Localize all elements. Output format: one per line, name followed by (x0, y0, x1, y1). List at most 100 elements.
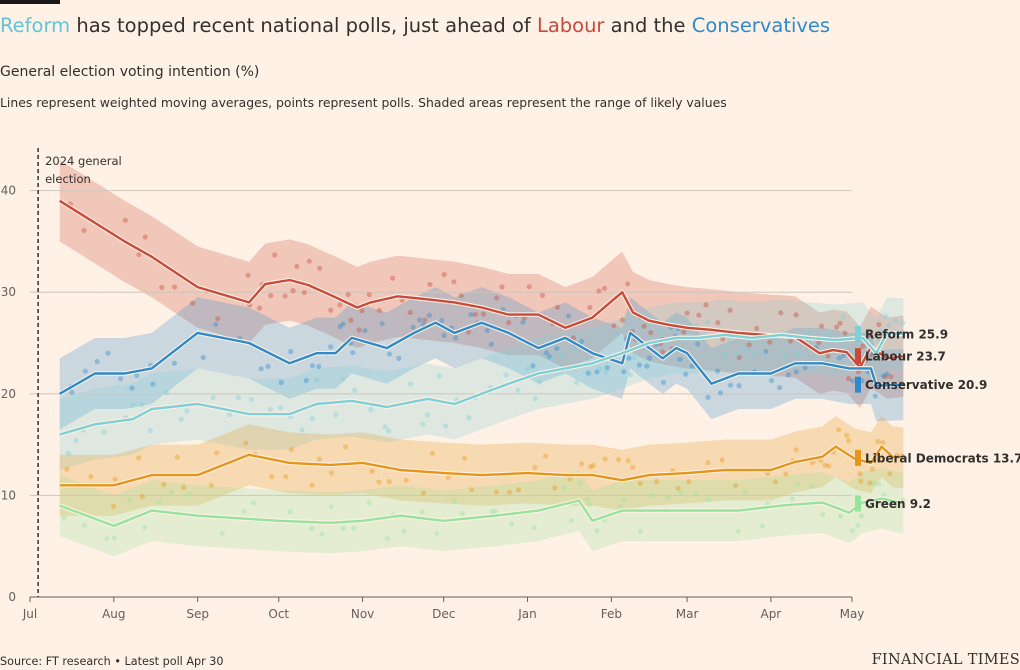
poll-point (278, 405, 284, 411)
poll-point (820, 512, 826, 518)
poll-point (794, 350, 800, 356)
poll-point (441, 271, 447, 278)
y-tick-label: 40 (1, 184, 16, 198)
poll-point (684, 310, 690, 316)
poll-point (439, 317, 445, 324)
poll-point (187, 491, 193, 497)
poll-point (880, 439, 886, 446)
poll-point (508, 521, 515, 527)
poll-point (559, 353, 565, 359)
poll-point (653, 478, 660, 485)
title-part-2: Labour (536, 14, 605, 37)
poll-point (256, 305, 263, 311)
poll-point (826, 463, 832, 469)
poll-point (704, 319, 710, 326)
poll-point (837, 513, 843, 519)
poll-point (299, 427, 305, 433)
poll-point (705, 459, 711, 466)
poll-point (872, 393, 878, 399)
axes: 0 10 20 30 40 Jul Aug Sep Oct Nov Dec Jan Feb Mar Apr M… (1, 148, 864, 621)
poll-point (842, 330, 848, 336)
poll-point (328, 504, 334, 510)
poll-point (316, 456, 322, 462)
election-annotation: election (45, 172, 91, 186)
poll-point (532, 464, 538, 471)
poll-point (282, 293, 288, 299)
poll-point (366, 291, 372, 298)
poll-point (615, 457, 622, 463)
poll-point (136, 455, 142, 461)
poll-point (594, 369, 600, 375)
source-note: Source: FT research • Latest poll Apr 30 (0, 655, 224, 668)
poll-point (785, 372, 791, 378)
poll-point (763, 348, 769, 355)
poll-point (401, 528, 407, 534)
poll-point (303, 377, 309, 384)
election-annotation: 2024 general (45, 154, 122, 168)
ft-logo: FINANCIAL TIMES (871, 652, 1020, 668)
poll-point (875, 456, 882, 462)
poll-point (530, 363, 536, 369)
poll-point (184, 408, 190, 414)
poll-point (319, 531, 325, 537)
poll-point (241, 508, 247, 514)
poll-point (568, 518, 574, 524)
poll-point (359, 308, 365, 314)
poll-point (681, 329, 687, 335)
legend-label-labour: Labour 23.7 (865, 350, 946, 364)
poll-point (94, 358, 100, 365)
poll-point (625, 458, 631, 464)
line-liberal-democrats (59, 445, 904, 487)
poll-point (515, 387, 521, 393)
poll-point (584, 496, 590, 502)
poll-point (554, 304, 561, 310)
poll-point (436, 373, 442, 379)
poll-point (587, 304, 593, 310)
poll-point (465, 329, 472, 335)
poll-point (210, 394, 216, 401)
poll-point (250, 500, 256, 506)
poll-point (579, 461, 585, 467)
poll-point (532, 396, 539, 402)
poll-point (159, 284, 165, 291)
poll-point (407, 381, 414, 387)
poll-point (161, 481, 167, 488)
poll-point (795, 481, 801, 488)
poll-point (777, 384, 783, 391)
poll-point (366, 500, 372, 506)
poll-point (880, 373, 886, 379)
poll-point (453, 335, 459, 341)
poll-point (499, 284, 505, 290)
poll-point (215, 316, 221, 322)
poll-point (857, 471, 863, 477)
poll-point (130, 402, 136, 408)
x-tick-label: Dec (432, 607, 455, 621)
poll-point (434, 530, 440, 536)
poll-point (386, 428, 392, 434)
x-tick-label: Sep (186, 607, 209, 621)
poll-point (403, 477, 409, 483)
poll-point (524, 366, 530, 372)
poll-point (458, 293, 464, 299)
poll-point (328, 344, 334, 350)
poll-point (783, 471, 789, 477)
poll-point (356, 327, 362, 333)
line-conservative (59, 321, 904, 395)
poll-point (520, 319, 526, 325)
poll-point (272, 252, 278, 258)
poll-point (81, 227, 87, 234)
poll-point (720, 336, 726, 342)
poll-point (678, 489, 684, 495)
poll-point (340, 525, 346, 532)
poll-point (410, 324, 416, 330)
poll-point (350, 350, 356, 356)
poll-point (686, 478, 692, 485)
x-tick-label: Aug (102, 607, 125, 621)
poll-point (309, 363, 316, 369)
poll-point (243, 440, 249, 446)
poll-point (426, 312, 432, 318)
poll-point (314, 377, 320, 383)
poll-point (866, 504, 872, 510)
poll-point (722, 351, 728, 357)
poll-point (887, 471, 893, 477)
